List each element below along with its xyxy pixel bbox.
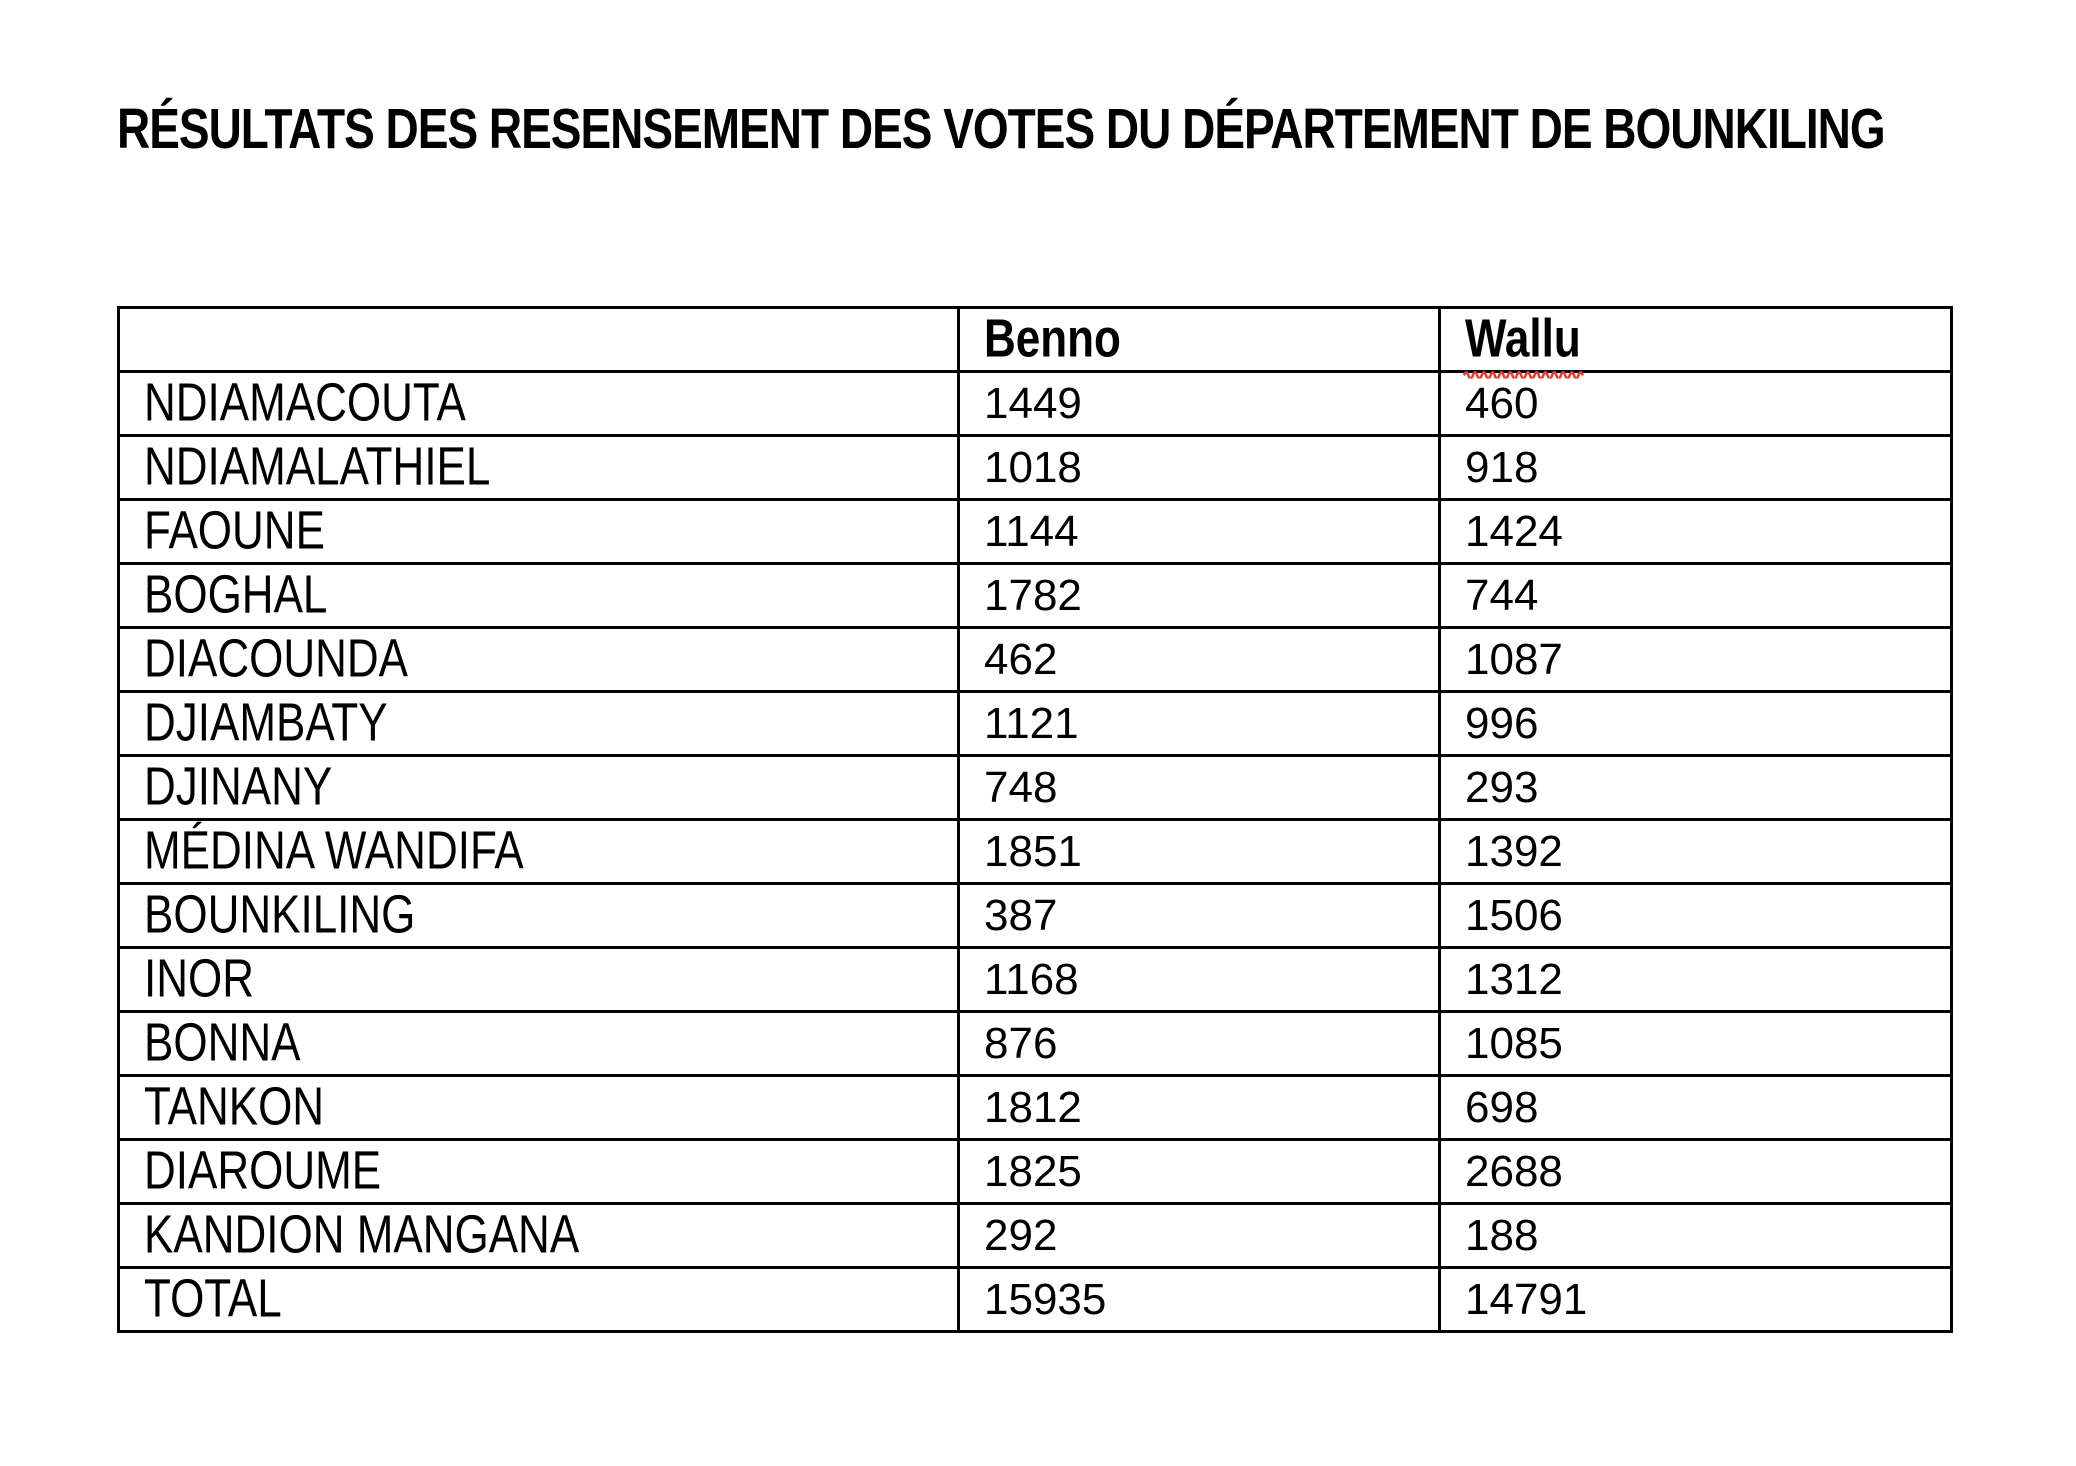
benno-votes-cell: 1825 (957, 1138, 1441, 1205)
header-label-wallu: Wallu (1465, 308, 1581, 369)
locality-cell: BONNA (117, 1010, 960, 1077)
table-row: KANDION MANGANA 292 188 (117, 1202, 1953, 1269)
table-row: DJINANY 748 293 (117, 754, 1953, 821)
locality-cell: BOGHAL (117, 562, 960, 629)
wallu-votes-cell: 744 (1438, 562, 1953, 629)
table-row: NDIAMALATHIEL 1018 918 (117, 434, 1953, 501)
wallu-votes-cell: 1312 (1438, 946, 1953, 1013)
locality-cell: NDIAMACOUTA (117, 370, 960, 437)
table-row-total: TOTAL 15935 14791 (117, 1266, 1953, 1333)
benno-votes-cell: 748 (957, 754, 1441, 821)
header-row: Benno Wallu (117, 306, 1953, 378)
wallu-votes-cell: 1506 (1438, 882, 1953, 949)
locality-cell: DIAROUME (117, 1138, 960, 1205)
benno-votes-cell: 1168 (957, 946, 1441, 1013)
locality-cell: BOUNKILING (117, 882, 960, 949)
locality-cell: KANDION MANGANA (117, 1202, 960, 1269)
wallu-votes-cell: 460 (1438, 370, 1953, 437)
total-label-cell: TOTAL (117, 1266, 960, 1333)
table-row: DIACOUNDA 462 1087 (117, 626, 1953, 693)
header-cell-wallu: Wallu (1438, 306, 1953, 378)
benno-votes-cell: 1812 (957, 1074, 1441, 1141)
table-row: TANKON 1812 698 (117, 1074, 1953, 1141)
table-row: DJIAMBATY 1121 996 (117, 690, 1953, 757)
locality-cell: DJINANY (117, 754, 960, 821)
wallu-votes-cell: 918 (1438, 434, 1953, 501)
benno-votes-cell: 1144 (957, 498, 1441, 565)
locality-cell: MÉDINA WANDIFA (117, 818, 960, 885)
locality-cell: DJIAMBATY (117, 690, 960, 757)
wallu-votes-cell: 1424 (1438, 498, 1953, 565)
wallu-total-cell: 14791 (1438, 1266, 1953, 1333)
table-row: FAOUNE 1144 1424 (117, 498, 1953, 565)
results-table: Benno Wallu NDIAMACOUTA 1449 460 NDIAMAL… (117, 306, 1953, 1333)
wallu-votes-cell: 996 (1438, 690, 1953, 757)
table-row: DIAROUME 1825 2688 (117, 1138, 1953, 1205)
benno-votes-cell: 1449 (957, 370, 1441, 437)
header-cell-empty (117, 306, 960, 373)
table-row: INOR 1168 1312 (117, 946, 1953, 1013)
table-row: BONNA 876 1085 (117, 1010, 1953, 1077)
benno-total-cell: 15935 (957, 1266, 1441, 1333)
benno-votes-cell: 387 (957, 882, 1441, 949)
locality-cell: NDIAMALATHIEL (117, 434, 960, 501)
page-title: RÉSULTATS DES RESENSEMENT DES VOTES DU D… (117, 96, 1886, 161)
header-cell-benno: Benno (957, 306, 1441, 373)
spellcheck-squiggle-icon (1463, 370, 1584, 378)
wallu-votes-cell: 1087 (1438, 626, 1953, 693)
wallu-votes-cell: 1392 (1438, 818, 1953, 885)
locality-cell: INOR (117, 946, 960, 1013)
locality-cell: FAOUNE (117, 498, 960, 565)
table-row: NDIAMACOUTA 1449 460 (117, 370, 1953, 437)
benno-votes-cell: 1018 (957, 434, 1441, 501)
table-row: MÉDINA WANDIFA 1851 1392 (117, 818, 1953, 885)
locality-cell: TANKON (117, 1074, 960, 1141)
wallu-votes-cell: 2688 (1438, 1138, 1953, 1205)
locality-cell: DIACOUNDA (117, 626, 960, 693)
benno-votes-cell: 292 (957, 1202, 1441, 1269)
benno-votes-cell: 876 (957, 1010, 1441, 1077)
benno-votes-cell: 462 (957, 626, 1441, 693)
table-row: BOGHAL 1782 744 (117, 562, 1953, 629)
table-row: BOUNKILING 387 1506 (117, 882, 1953, 949)
wallu-votes-cell: 1085 (1438, 1010, 1953, 1077)
benno-votes-cell: 1851 (957, 818, 1441, 885)
benno-votes-cell: 1121 (957, 690, 1441, 757)
wallu-votes-cell: 698 (1438, 1074, 1953, 1141)
wallu-votes-cell: 188 (1438, 1202, 1953, 1269)
wallu-votes-cell: 293 (1438, 754, 1953, 821)
benno-votes-cell: 1782 (957, 562, 1441, 629)
